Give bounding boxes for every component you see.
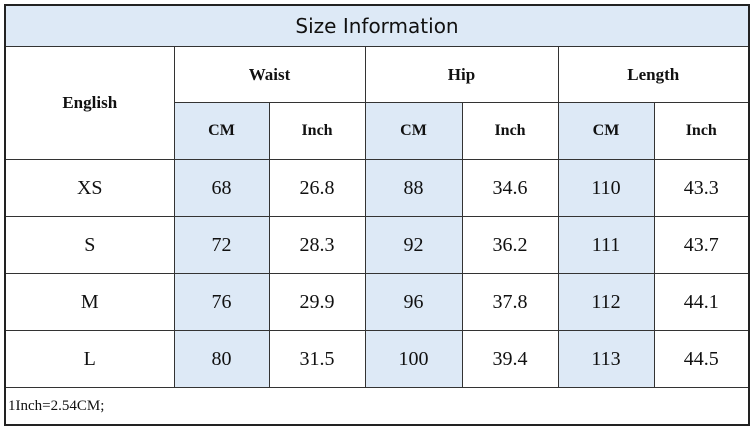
measurement: 112 — [557, 273, 655, 331]
measurement: 43.3 — [653, 159, 750, 217]
column-header: Length — [557, 46, 750, 103]
measurement: 44.1 — [653, 273, 750, 331]
measurement: 68 — [173, 159, 270, 217]
measurement: 44.5 — [653, 330, 750, 388]
size-label: L — [4, 330, 175, 388]
size-row: M 76 29.9 96 37.8 112 44.1 — [4, 273, 750, 331]
measurement: 31.5 — [268, 330, 366, 388]
measurement: 36.2 — [461, 216, 559, 274]
size-label: XS — [4, 159, 175, 217]
unit-header: Inch — [268, 102, 366, 160]
size-table-container: Size Information English Waist Hip Length CM I… — [4, 4, 751, 426]
size-table: Size Information English Waist Hip Length CM I… — [4, 4, 751, 426]
measurement: 92 — [364, 216, 463, 274]
size-label: S — [4, 216, 175, 274]
measurement: 96 — [364, 273, 463, 331]
column-header: Hip — [364, 46, 559, 103]
unit-header: Inch — [461, 102, 559, 160]
size-row: XS 68 26.8 88 34.6 110 43.3 — [4, 159, 750, 217]
title: Size Information — [4, 4, 750, 47]
header-row: English Waist Hip Length — [4, 46, 750, 160]
note: 1Inch=2.54CM; — [4, 387, 750, 426]
unit-header: Inch — [653, 102, 750, 160]
measurement: 113 — [557, 330, 655, 388]
measurement: 111 — [557, 216, 655, 274]
measurement: 43.7 — [653, 216, 750, 274]
note-row: 1Inch=2.54CM; — [4, 387, 750, 426]
measurement: 110 — [557, 159, 655, 217]
measurement: 80 — [173, 330, 270, 388]
size-row: S 72 28.3 92 36.2 111 43.7 — [4, 216, 750, 274]
measurement: 28.3 — [268, 216, 366, 274]
unit-header: CM — [557, 102, 655, 160]
unit-header: CM — [173, 102, 270, 160]
title-row: Size Information — [4, 4, 750, 47]
table-body: Size Information English Waist Hip Length CM I… — [4, 4, 750, 426]
unit-header: CM — [364, 102, 463, 160]
column-header: English — [4, 46, 175, 160]
measurement: 37.8 — [461, 273, 559, 331]
subheader-row: CM Inch CM Inch CM Inch — [5, 102, 750, 160]
measurement: 29.9 — [268, 273, 366, 331]
measurement: 39.4 — [461, 330, 559, 388]
measurement: 88 — [364, 159, 463, 217]
size-label: M — [4, 273, 175, 331]
measurement: 76 — [173, 273, 270, 331]
measurement: 100 — [364, 330, 463, 388]
column-header: Waist — [173, 46, 366, 103]
measurement: 72 — [173, 216, 270, 274]
size-row: L 80 31.5 100 39.4 113 44.5 — [4, 330, 750, 388]
measurement: 26.8 — [268, 159, 366, 217]
measurement: 34.6 — [461, 159, 559, 217]
